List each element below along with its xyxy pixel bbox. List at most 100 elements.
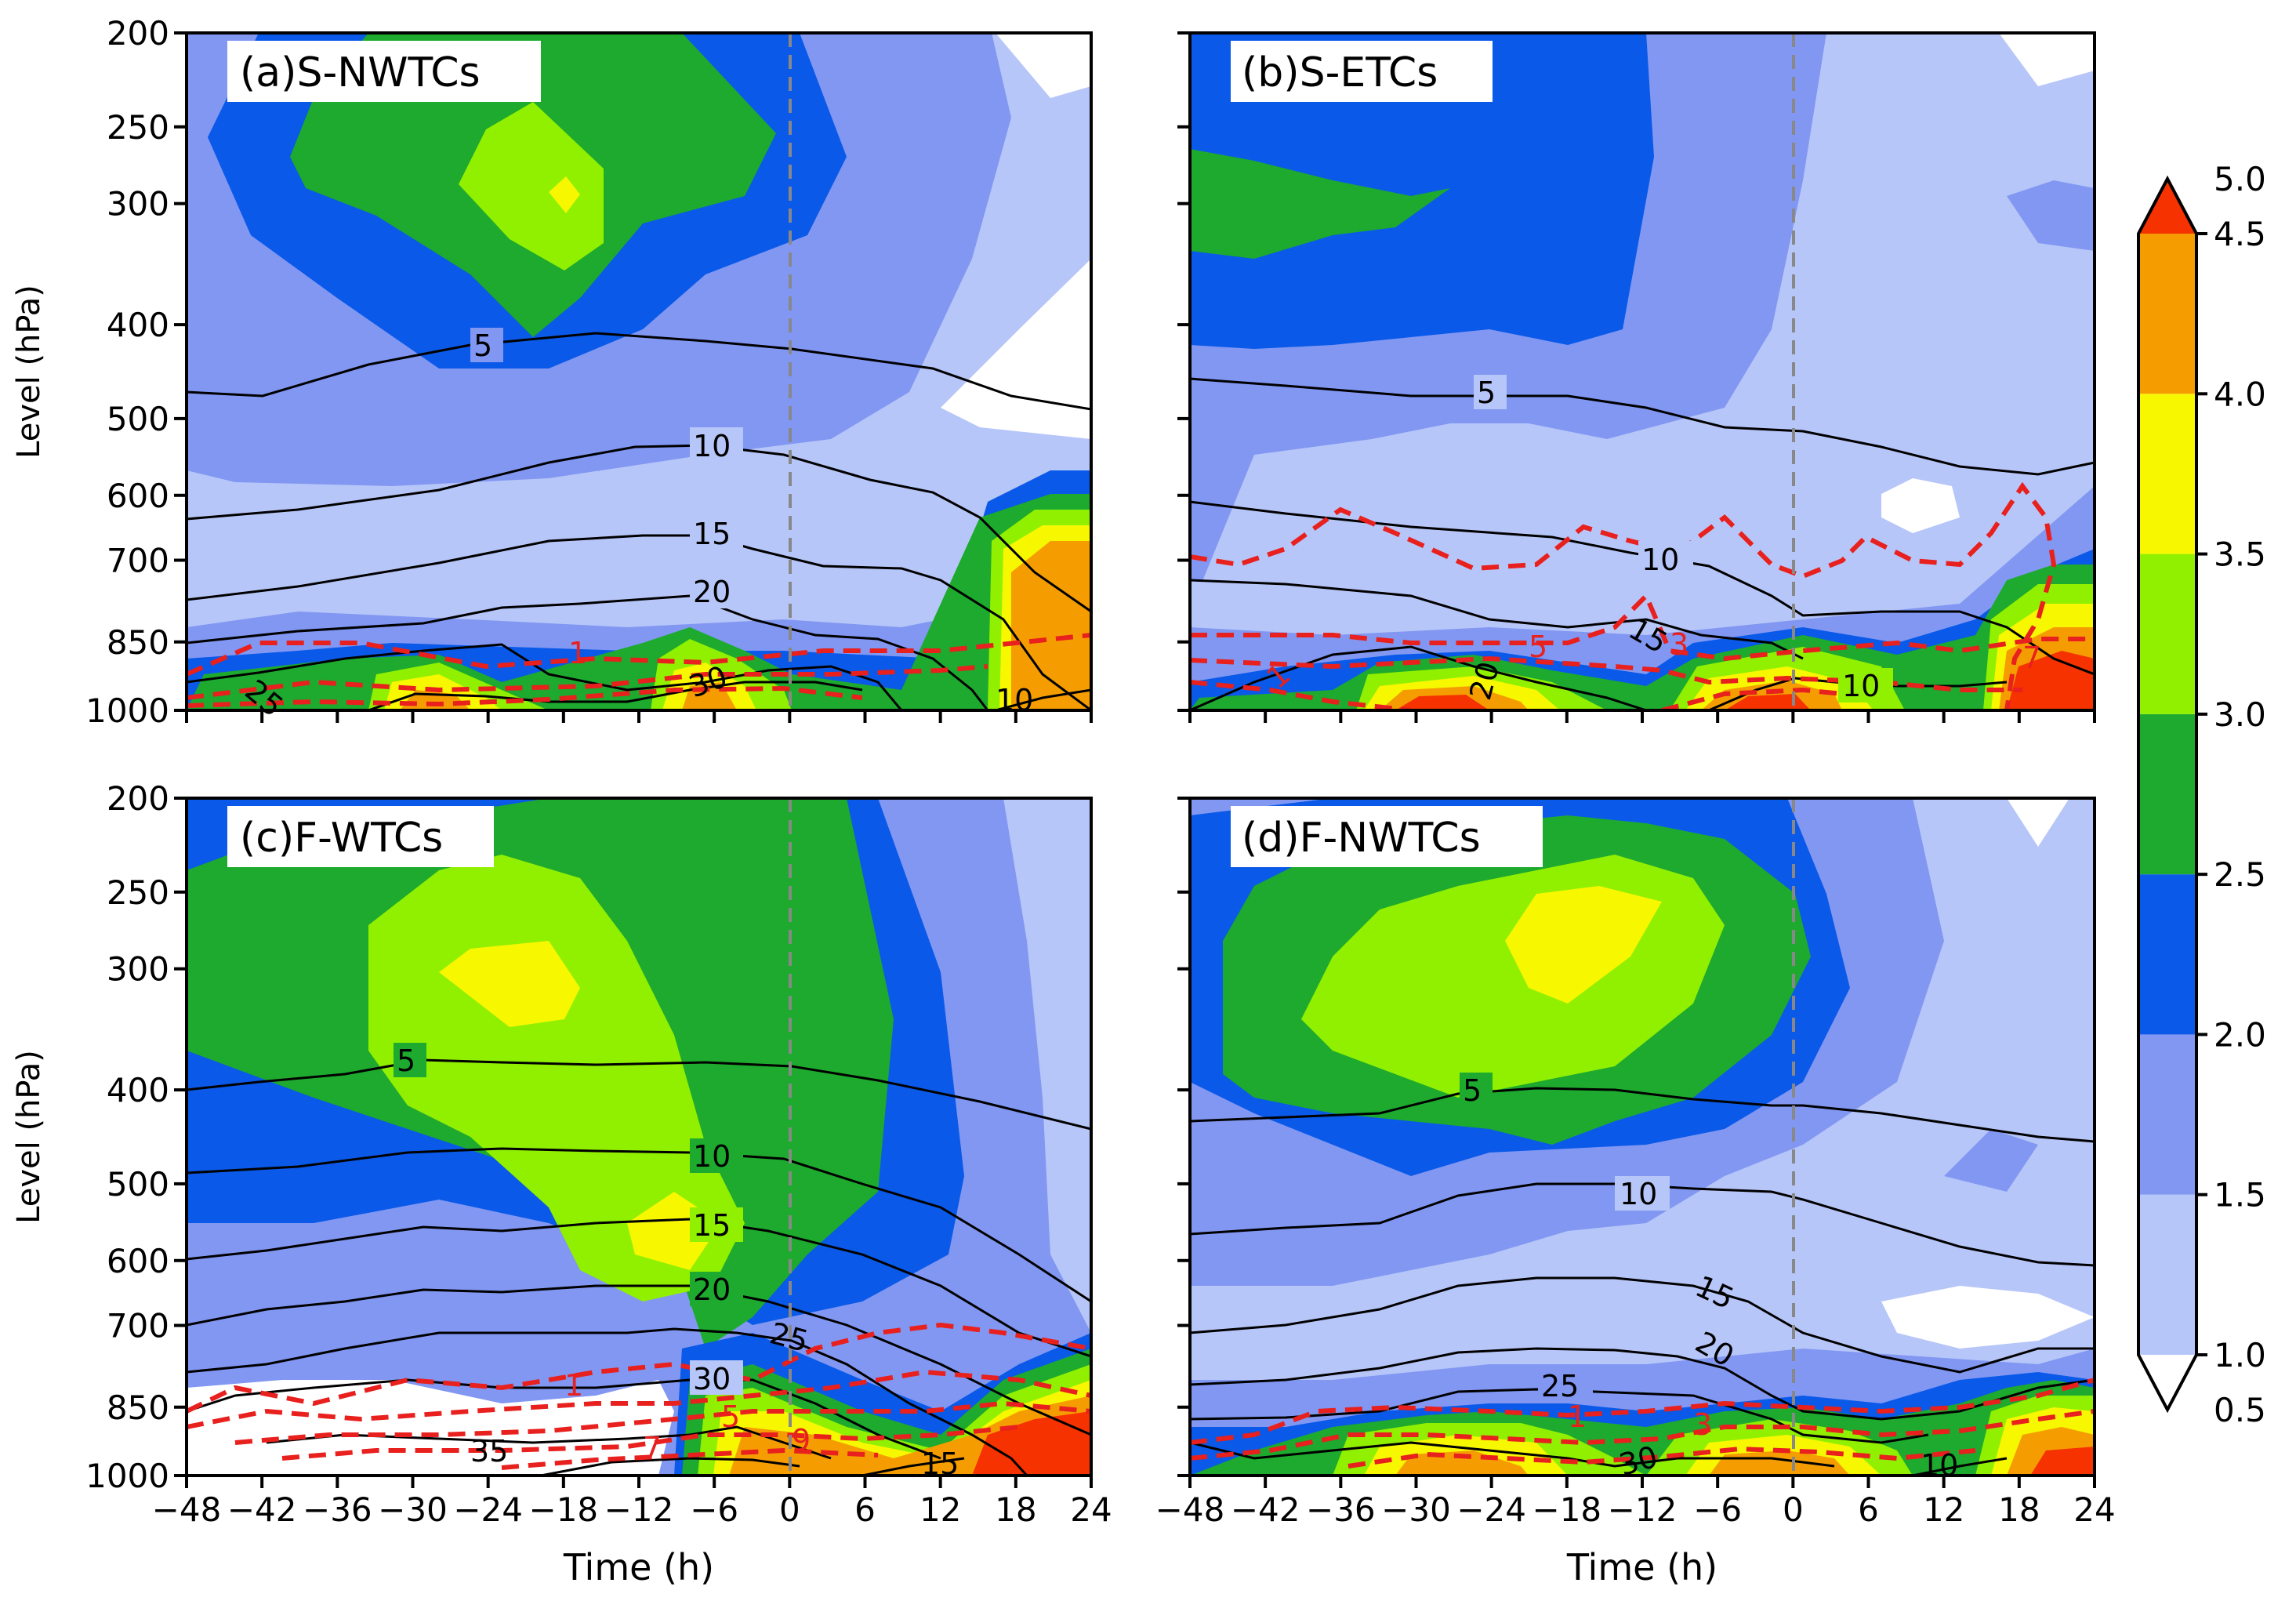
panel-c-title: (c)F-WTCs (240, 815, 443, 862)
y-tick-label: 600 (107, 1242, 169, 1280)
panel-b-shading (1190, 33, 2095, 710)
contour-black-5 (1190, 1087, 2095, 1143)
colorbar-tick-label: 0.5 (2214, 1391, 2266, 1429)
panel-c: 5 10 15 20 25 30 35 15 1 5 7 9 (c)F-WTCs (185, 797, 1093, 1481)
colorbar-tick-label: 4.5 (2214, 215, 2266, 253)
x-tick-label: 12 (919, 1490, 961, 1529)
contour-black-25 (187, 1327, 1028, 1476)
panel-a-title: (a)S-NWTCs (240, 49, 481, 96)
shade-lvl5 (459, 102, 604, 270)
x-tick-label: −42 (1231, 1490, 1300, 1529)
x-tick-label: −18 (529, 1490, 599, 1529)
x-tick-label: −12 (1608, 1490, 1678, 1529)
red-contour-label-3: 3 (1693, 1407, 1712, 1442)
red-contour-label-7: 7 (2022, 641, 2041, 675)
contour-label-5: 5 (473, 329, 492, 363)
shade-lvl3-lower (187, 470, 1091, 710)
contour-black-15 (187, 534, 1091, 710)
red-contour-label-9: 9 (792, 1423, 811, 1458)
colorbar-segment (2138, 1194, 2196, 1355)
shade-lvl4-lower (187, 494, 1091, 710)
shade-lvl4 (1190, 149, 1450, 259)
x-tick-label: 6 (854, 1490, 876, 1529)
x-tick-label: 18 (995, 1490, 1036, 1529)
shade-white-top-right (1999, 33, 2095, 86)
contour-red-1 (187, 633, 1091, 677)
x-tick-label: −30 (1381, 1490, 1451, 1529)
contour-black-5 (187, 1058, 1091, 1131)
panel-c-contour-labels: 5 10 15 20 25 30 35 15 1 5 7 9 (394, 1043, 959, 1481)
x-tick-label: −6 (1693, 1490, 1742, 1529)
label-bg (690, 574, 743, 608)
contour-label-10-surface: 10 (1842, 669, 1880, 703)
red-contour-label-5: 5 (1529, 630, 1547, 664)
contour-black-20 (1190, 1347, 2095, 1421)
colorbar-segment (2138, 554, 2196, 714)
shade-lvl8-lower (1395, 651, 2095, 710)
label-bg (690, 1207, 743, 1242)
x-tick-label: −30 (378, 1490, 448, 1529)
shade-lvl7-lower (1395, 1427, 2095, 1476)
shade-lvl7-lower (400, 541, 1091, 710)
y-tick-label: 500 (107, 400, 169, 438)
x-axis-title-left: Time (h) (563, 1546, 714, 1588)
contour-red-1 (1190, 1378, 2095, 1445)
label-bg (470, 328, 503, 362)
x-axis-title-right: Time (h) (1566, 1546, 1717, 1588)
contour-red-5 (234, 1400, 1091, 1445)
colorbar-segment (2138, 874, 2196, 1035)
contour-black-10 (1190, 1182, 2095, 1267)
contour-label-20: 20 (693, 1272, 731, 1307)
colorbar-tick-label: 3.5 (2214, 535, 2266, 574)
x-tick-label: 0 (779, 1490, 800, 1529)
shade-lvl6 (1505, 886, 1662, 1004)
panel-d-shading (1190, 798, 2095, 1476)
contour-label-10-surface: 10 (1921, 1448, 1958, 1483)
contour-label-10: 10 (1641, 543, 1679, 577)
shade-lvl6 (439, 941, 721, 1270)
x-tick-label: −36 (1306, 1490, 1376, 1529)
x-tick-label: −36 (303, 1490, 372, 1529)
colorbar-extend-high (2138, 179, 2196, 234)
contour-red-3 (1190, 591, 2095, 662)
panel-c-title-box (227, 806, 494, 867)
contour-black-10-surface (1912, 1457, 2008, 1476)
y-tick-label: 200 (107, 14, 169, 53)
contour-red-1 (187, 1322, 1091, 1414)
label-bg (1638, 541, 1693, 575)
panel-a-title-box (227, 41, 541, 102)
x-tick-label: −18 (1532, 1490, 1602, 1529)
colorbar-tick-label: 3.0 (2214, 695, 2266, 734)
label-bg (1460, 1073, 1493, 1107)
panel-d-title-box (1231, 806, 1543, 867)
shade-lvl8-lower (2030, 1447, 2095, 1476)
x-tick-label: −12 (604, 1490, 674, 1529)
panel-b-title-box (1231, 41, 1493, 102)
contour-black-15 (187, 1218, 1091, 1358)
shade-lvl8-lower (972, 1411, 1091, 1476)
contour-black-40 (540, 1457, 965, 1476)
y-tick-label: 300 (107, 950, 169, 989)
x-tick-label: −42 (227, 1490, 297, 1529)
panel-b-title: (b)S-ETCs (1242, 49, 1438, 96)
colorbar-segment (2138, 394, 2196, 554)
y-tick-label: 600 (107, 477, 169, 515)
contour-black-15 (1190, 1276, 2095, 1374)
shade-white-lower-right (1881, 1286, 2095, 1349)
contour-label-5: 5 (1477, 376, 1496, 410)
contour-black-10 (187, 444, 1091, 613)
red-contour-label-7: 7 (643, 1431, 662, 1465)
shade-white-top-right (996, 33, 1091, 98)
y-tick-label: 500 (107, 1165, 169, 1203)
y-tick-label: 300 (107, 185, 169, 223)
y-tick-label: 700 (107, 1307, 169, 1345)
contour-red-3 (187, 1369, 1091, 1429)
shade-white-top-right (2007, 798, 2069, 847)
contour-black-20 (1190, 645, 1647, 710)
red-contour-label-1: 1 (1568, 1400, 1587, 1434)
shade-white-mid (1881, 478, 1960, 533)
contour-black-5 (1190, 377, 2095, 476)
shade-white-right (941, 259, 1091, 439)
contour-black-30 (1190, 1441, 1835, 1468)
y-tick-label: 1000 (85, 1457, 169, 1495)
